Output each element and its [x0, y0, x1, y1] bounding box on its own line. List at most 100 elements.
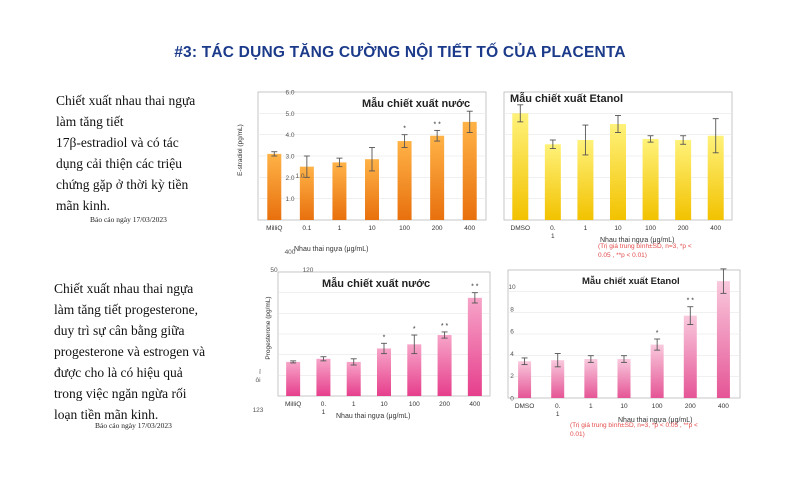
x-axis-label: Nhau thai ngựa (μg/mL): [336, 413, 410, 420]
bar: [346, 361, 361, 396]
description-progesterone: Chiết xuất nhau thai ngựa làm tăng tiết …: [54, 278, 244, 425]
axis-extra-label: ôi: [255, 377, 260, 384]
x-tick-label: 0.1: [302, 225, 311, 232]
axis-extra-label: 1.0: [295, 173, 304, 180]
axis-extra-label: 123: [253, 407, 264, 414]
chart-estradiol-water: MilliQ 0.1 1 10*100* *200 4001.02.03.04.05.0…: [237, 90, 487, 256]
desc-line: mãn kinh.: [56, 198, 110, 213]
bar: [683, 315, 697, 398]
x-tick-sublabel: 1: [556, 411, 560, 418]
bar: [551, 360, 565, 398]
bar: [512, 113, 529, 220]
report-date-note: Báo cáo ngày 17/03/2023: [95, 421, 172, 430]
x-tick-label: 400: [464, 225, 475, 232]
x-tick-label: 100: [652, 403, 663, 410]
bar: [437, 335, 452, 396]
bar: [716, 281, 730, 398]
y-tick-label: 6: [510, 329, 514, 336]
x-tick-label: 10: [620, 403, 628, 410]
bar: [675, 140, 692, 220]
bar: [544, 144, 561, 220]
x-tick-label: 0.: [555, 403, 561, 410]
footnote: 0.05 , **p < 0.01): [598, 252, 647, 258]
desc-line: trong việc ngăn ngừa rối: [54, 386, 187, 401]
x-tick-label: 1: [584, 225, 588, 232]
x-tick-label: 10: [368, 225, 376, 232]
bar: [617, 359, 631, 398]
significance-mark: * *: [433, 121, 441, 128]
y-tick-label: 6.0: [285, 90, 294, 97]
bar: [430, 135, 445, 220]
y-tick-label: 3.0: [285, 154, 294, 161]
desc-line: loạn tiền mãn kinh.: [54, 407, 159, 422]
x-tick-sublabel: 1: [322, 409, 326, 416]
x-tick-label: MilliQ: [285, 401, 301, 408]
y-tick-label: 10: [508, 284, 516, 291]
x-tick-label: 1: [589, 403, 593, 410]
bar: [462, 121, 477, 220]
x-tick-label: 200: [439, 401, 450, 408]
x-tick-sublabel: 1: [551, 233, 555, 240]
page-title: #3: TÁC DỤNG TĂNG CƯỜNG NỘI TIẾT TỐ CỦA …: [174, 44, 626, 61]
x-axis-label: Nhau thai ngựa (μg/mL): [294, 246, 368, 253]
x-tick-label: 200: [685, 403, 696, 410]
x-tick-label: MilliQ: [266, 225, 282, 232]
significance-mark: * *: [687, 298, 695, 305]
y-axis-label: Progesterone (pg/mL): [265, 296, 272, 359]
bar: [650, 344, 664, 398]
significance-mark: *: [413, 326, 416, 333]
significance-mark: * *: [441, 323, 449, 330]
x-axis-label: Nhau thai ngựa (μg/mL): [618, 417, 692, 424]
x-axis-label: Nhau thai ngựa (μg/mL): [600, 237, 674, 244]
significance-mark: * *: [471, 284, 479, 291]
significance-mark: *: [656, 330, 659, 337]
y-axis-label: E-stradiol (pg/mL): [237, 124, 244, 176]
bar: [397, 141, 412, 220]
bar: [610, 124, 626, 220]
x-tick-label: 400: [718, 403, 729, 410]
bar: [467, 297, 482, 396]
bar: [707, 135, 724, 220]
chart-progesterone-water: MilliQ 0.11*10*100* *200* *400Progesteron…: [253, 267, 491, 420]
x-tick-label: 400: [469, 401, 480, 408]
x-tick-label: 1: [352, 401, 356, 408]
report-date-note: Báo cáo ngày 17/03/2023: [90, 215, 167, 224]
bar: [518, 361, 532, 398]
desc-line: Chiết xuất nhau thai ngựa: [56, 93, 196, 108]
x-tick-label: DMSO: [511, 225, 531, 232]
x-tick-label: 400: [710, 225, 721, 232]
description-estradiol: Chiết xuất nhau thai ngựa làm tăng tiết …: [56, 90, 241, 216]
y-tick-label: 8: [510, 306, 514, 313]
desc-line: Chiết xuất nhau thai ngựa: [54, 281, 194, 296]
bar: [377, 348, 391, 396]
axis-extra-label: 120: [303, 267, 314, 274]
y-tick-label: 4.0: [285, 132, 294, 139]
desc-line: progesterone và estrogen và: [54, 344, 206, 359]
desc-line: chứng gặp ở thời kỳ tiền: [56, 177, 189, 192]
bar: [332, 162, 347, 220]
desc-line: làm tăng tiết: [56, 114, 124, 129]
x-tick-label: 200: [432, 225, 443, 232]
footnote: 0.01): [570, 431, 585, 438]
chart-title: Mẫu chiết xuất Etanol: [510, 92, 623, 105]
x-tick-label: 10: [614, 225, 622, 232]
desc-line: 17β-estradiol và có tác: [56, 135, 179, 150]
x-tick-label: DMSO: [515, 403, 535, 410]
bar: [267, 153, 282, 220]
axis-extra-label: 400: [285, 249, 296, 256]
bar: [584, 359, 598, 398]
footnote: (Trị giá trung bình±SD, n=3, *p < 0.05 ,…: [570, 422, 698, 429]
significance-mark: *: [403, 126, 406, 133]
bar: [577, 140, 594, 220]
desc-line: làm tăng tiết progesterone,: [54, 302, 198, 317]
desc-line: dụng cải thiện các triệu: [56, 156, 182, 171]
y-tick-label: 2: [510, 373, 514, 380]
y-tick-label: 1.0: [285, 196, 294, 203]
x-tick-label: 0.: [550, 225, 556, 232]
x-tick-label: 10: [380, 401, 388, 408]
y-tick-label: 5.0: [285, 111, 294, 118]
chart-title: Mẫu chiết xuất nước: [362, 97, 470, 110]
bar: [299, 166, 314, 220]
